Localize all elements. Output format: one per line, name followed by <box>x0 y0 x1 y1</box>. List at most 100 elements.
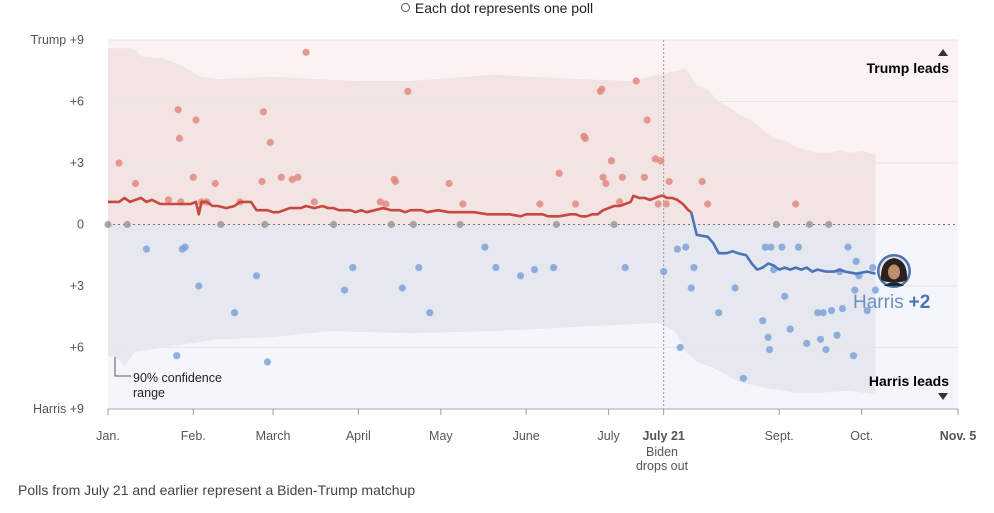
poll-dot <box>851 286 859 294</box>
poll-dot <box>552 220 561 229</box>
poll-dot <box>376 198 384 206</box>
up-arrow-icon <box>938 49 948 56</box>
poll-dot <box>662 200 671 208</box>
poll-dot <box>792 200 800 208</box>
x-tick-label: May <box>429 429 453 443</box>
poll-dot <box>217 220 225 229</box>
poll-dot <box>230 309 239 317</box>
x-tick-label: July <box>598 429 621 443</box>
poll-dot <box>599 173 607 181</box>
poll-dot <box>819 309 827 317</box>
confidence-band <box>108 48 876 395</box>
poll-dot <box>211 179 219 188</box>
legend-text: Each dot represents one poll <box>414 0 594 16</box>
poll-dot <box>192 116 200 124</box>
poll-dot <box>349 264 357 272</box>
poll-dot <box>173 352 181 360</box>
poll-dot <box>142 245 151 253</box>
poll-dot <box>277 173 285 181</box>
x-tick-label: March <box>256 429 291 443</box>
poll-dot <box>869 264 877 272</box>
confidence-band-lower <box>108 224 876 395</box>
poll-dot <box>398 284 406 292</box>
poll-dot <box>481 243 489 251</box>
poll-dot <box>781 292 789 300</box>
poll-dot <box>871 286 880 294</box>
poll-dot <box>825 220 833 229</box>
poll-dot <box>302 48 310 56</box>
poll-dot <box>445 179 453 188</box>
down-arrow-icon <box>938 393 948 400</box>
poll-dot <box>767 243 775 251</box>
y-tick-label: Trump +9 <box>31 33 84 47</box>
poll-dot <box>174 106 182 114</box>
poll-dot <box>195 282 203 290</box>
poll-dot <box>822 346 830 354</box>
poll-dot <box>123 220 131 229</box>
poll-dot <box>341 286 349 294</box>
x-tick-label: April <box>346 429 371 443</box>
poll-dot <box>805 220 814 229</box>
harris-average-line <box>689 211 876 275</box>
poll-dot <box>517 272 525 280</box>
poll-dot <box>690 264 698 272</box>
harris-name: Harris <box>853 292 904 313</box>
x-tick-label: July 21 <box>642 429 684 443</box>
poll-dot <box>263 358 272 366</box>
poll-dot <box>261 220 269 229</box>
poll-dot <box>555 169 563 177</box>
poll-dot-legend-icon <box>400 3 410 12</box>
poll-dot <box>310 198 318 206</box>
poll-dot <box>766 346 774 354</box>
ci-label-line1: 90% confidence <box>133 371 222 385</box>
average-lines <box>108 194 876 275</box>
y-tick-label: +6 <box>70 95 84 109</box>
poll-dot <box>687 284 695 292</box>
poll-dot <box>654 200 662 208</box>
poll-dot <box>849 352 858 360</box>
poll-dot <box>676 343 684 352</box>
biden-note-line1: Biden <box>646 445 678 459</box>
y-tick-label: Harris +9 <box>33 402 84 416</box>
poll-dot <box>459 200 467 208</box>
poll-dot <box>252 272 261 280</box>
poll-dot <box>131 179 140 188</box>
harris-leads-label: Harris leads <box>869 373 949 389</box>
poll-dot <box>852 257 860 265</box>
poll-dot <box>764 333 772 341</box>
poll-dot <box>426 309 434 317</box>
poll-dot <box>632 77 640 85</box>
biden-note-line2: drops out <box>636 459 689 473</box>
poll-dot <box>530 266 539 274</box>
poll-dot <box>794 243 803 251</box>
chart-legend: Each dot represents one poll <box>0 0 994 16</box>
poll-dot <box>492 264 500 272</box>
poll-dot <box>772 220 781 229</box>
x-tick-label: Jan. <box>96 429 120 443</box>
poll-dot <box>643 116 651 124</box>
poll-dot <box>598 85 606 93</box>
poll-dot <box>258 177 266 186</box>
poll-dot <box>731 284 739 292</box>
poll-dot <box>814 309 822 317</box>
x-tick-label: Feb. <box>181 429 206 443</box>
poll-dot <box>456 220 464 229</box>
poll-dot <box>621 264 629 272</box>
poll-dot <box>572 200 580 208</box>
poll-dot <box>610 220 618 229</box>
poll-dot <box>607 157 616 165</box>
poll-dot <box>382 200 390 208</box>
poll-dot <box>581 134 589 142</box>
x-tick-label: Oct. <box>850 429 873 443</box>
poll-dot <box>294 173 302 181</box>
poll-dot <box>104 220 112 229</box>
poll-dot <box>181 243 189 251</box>
poll-dot <box>682 243 690 251</box>
poll-dot <box>618 173 627 181</box>
poll-dot <box>715 309 723 317</box>
harris-margin-label: Harris +2 <box>853 292 930 313</box>
poll-dot <box>115 159 123 167</box>
poll-dot <box>409 220 417 229</box>
poll-dot <box>844 243 852 251</box>
poll-dot <box>803 339 811 347</box>
